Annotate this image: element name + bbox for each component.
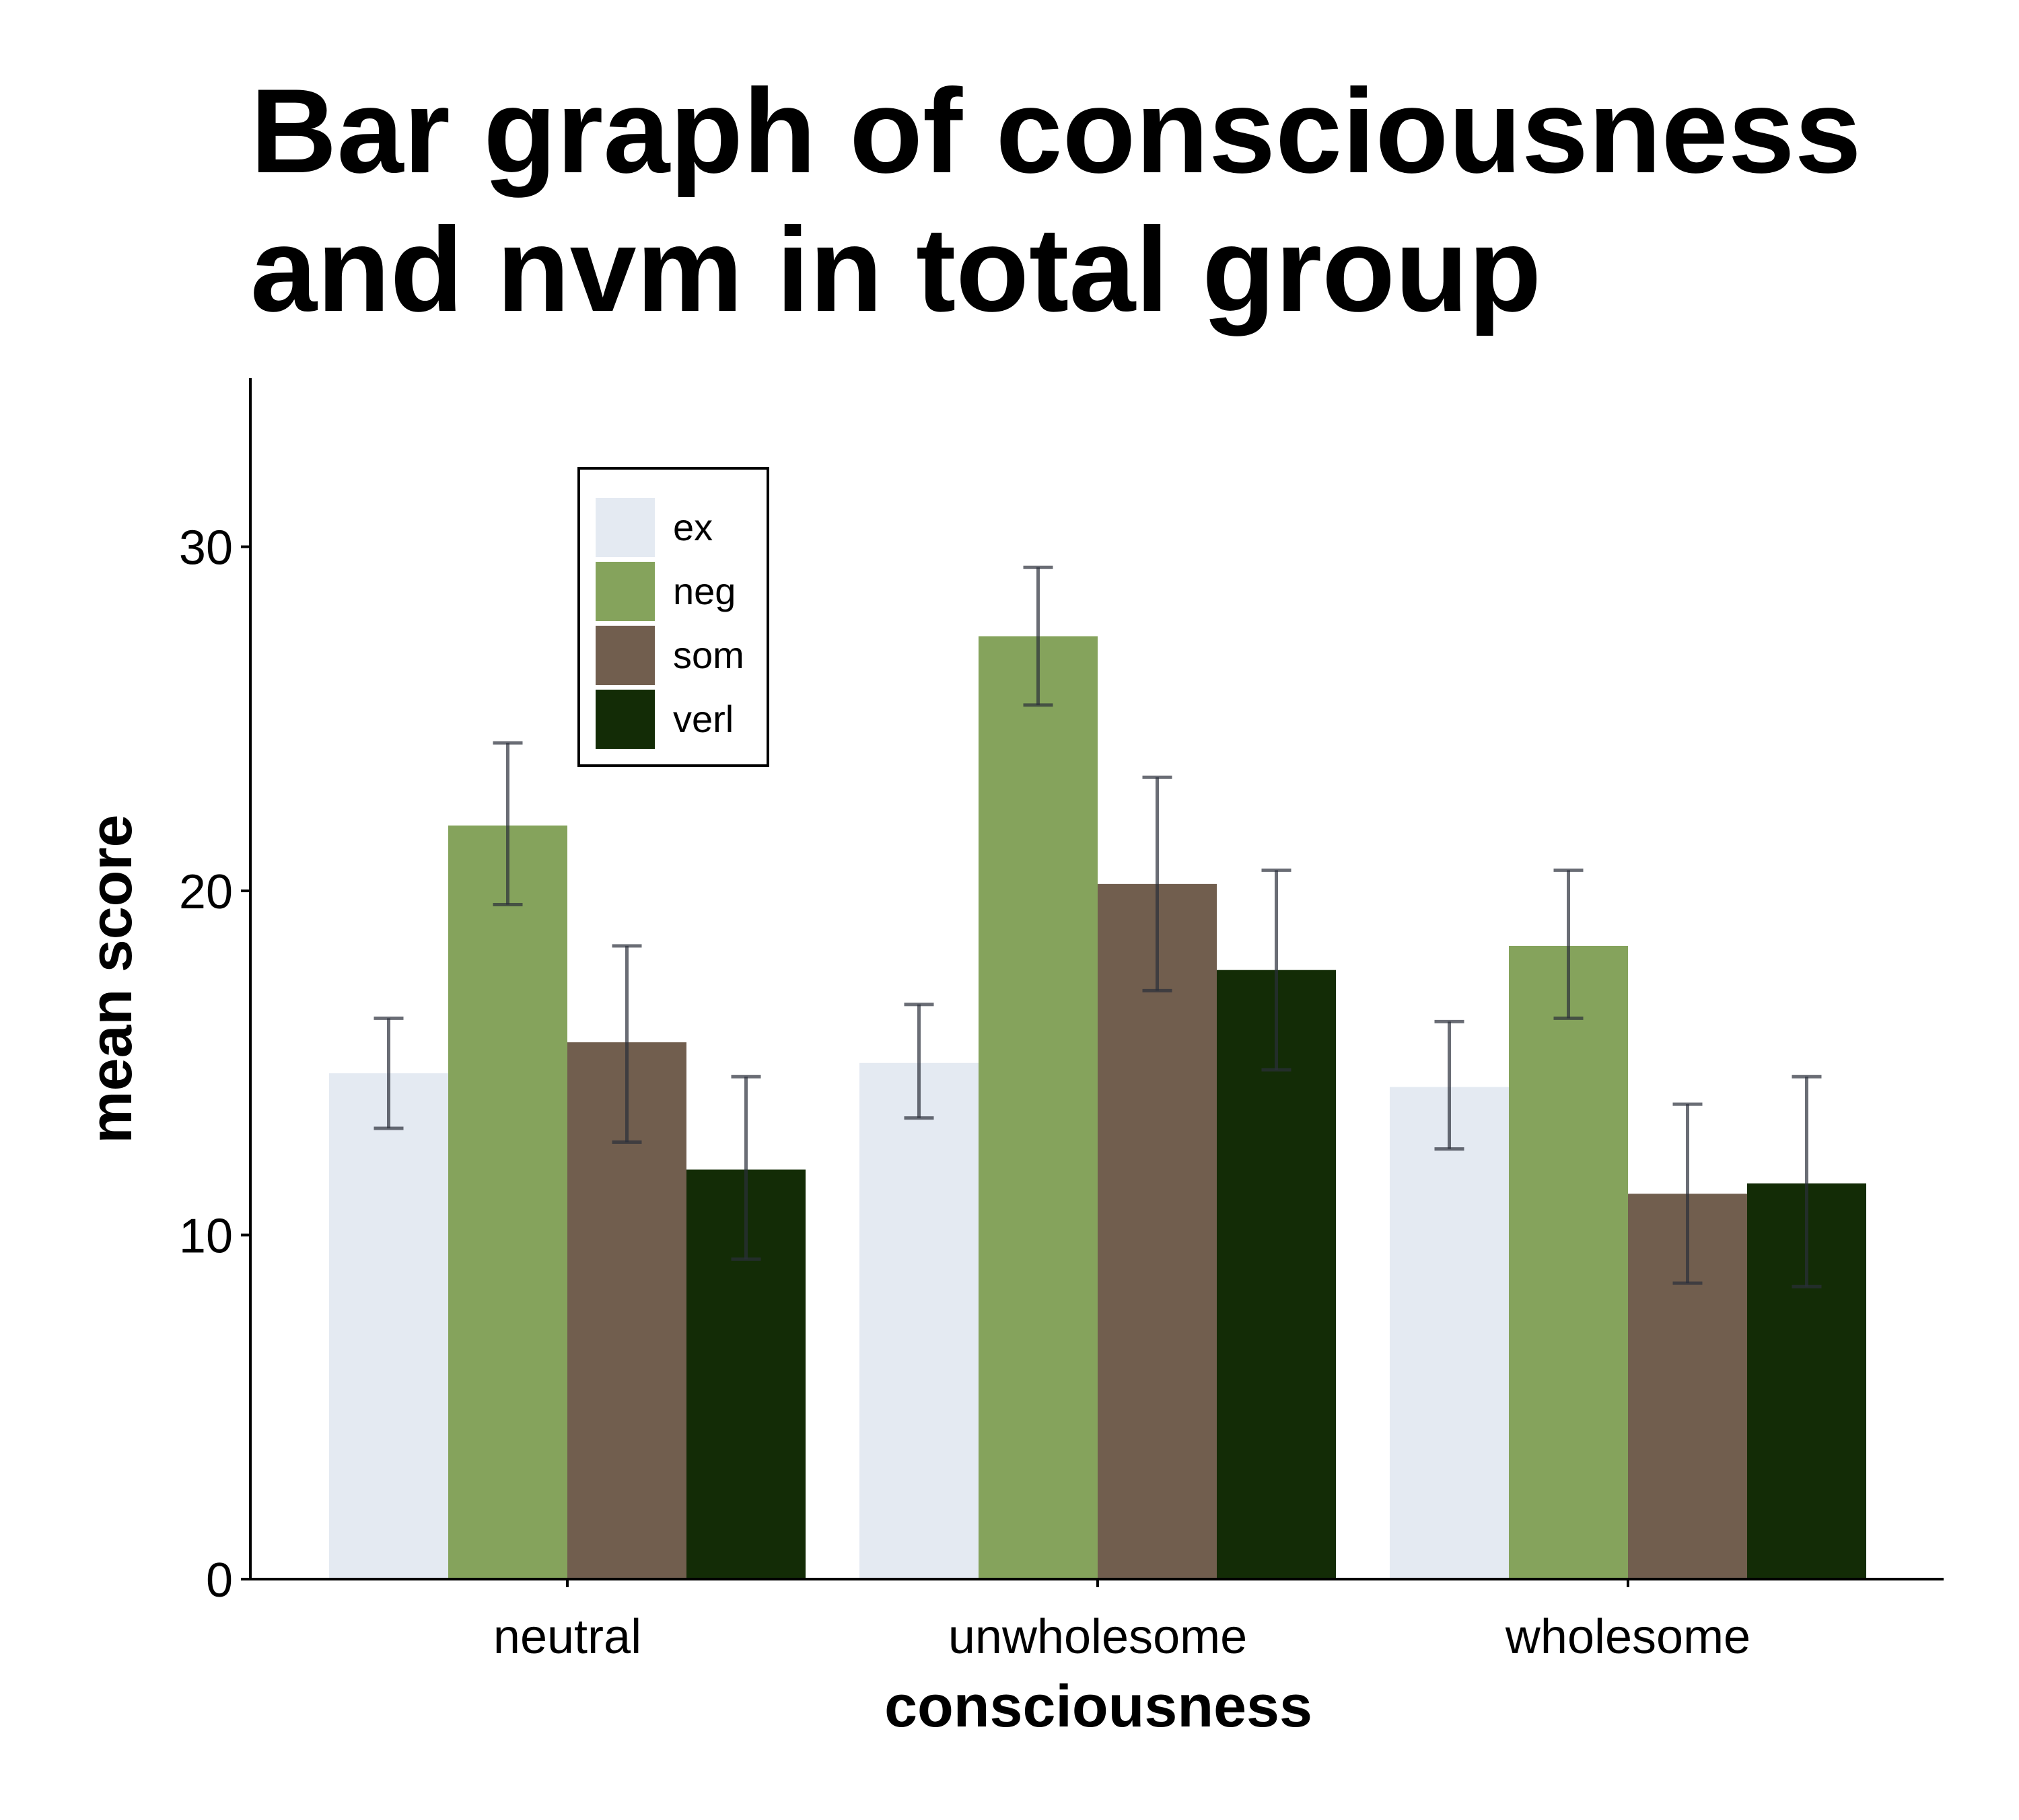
error-bar-verl-unwholesome: [1261, 868, 1291, 1072]
error-bar-neg-unwholesome: [1023, 565, 1053, 707]
legend-swatch-ex: [596, 498, 655, 557]
y-tick-label-10: 10: [179, 1210, 233, 1264]
bar-verl-unwholesome: [1217, 970, 1336, 1579]
legend-swatch-som: [596, 626, 655, 685]
chart-title-line-2: and nvm in total group: [250, 203, 1541, 336]
legend-swatch-neg: [596, 562, 655, 621]
x-tick-label-wholesome: wholesome: [1505, 1610, 1750, 1664]
error-bar-ex-unwholesome: [904, 1003, 934, 1120]
bar-neg-neutral: [448, 825, 567, 1579]
legend-label-neg: neg: [673, 570, 736, 612]
bar-ex-wholesome: [1390, 1087, 1509, 1579]
error-bar-neg-wholesome: [1553, 868, 1584, 1020]
x-tick-label-unwholesome: unwholesome: [948, 1610, 1247, 1664]
error-bar-som-wholesome: [1672, 1102, 1703, 1285]
bars-layer: [329, 636, 1866, 1580]
x-ticks: neutral unwholesome wholesome: [493, 1579, 1750, 1664]
y-tick-label-30: 30: [179, 521, 233, 575]
error-bar-ex-wholesome: [1434, 1019, 1464, 1151]
error-bar-verl-neutral: [731, 1075, 761, 1261]
legend-label-som: som: [673, 634, 744, 676]
y-tick-label-20: 20: [179, 865, 233, 919]
legend-label-verl: verl: [673, 698, 734, 740]
y-tick-label-0: 0: [206, 1554, 233, 1607]
error-bars-layer: [374, 565, 1822, 1288]
bar-som-unwholesome: [1098, 883, 1217, 1579]
chart-title-line-1: Bar graph of consciousness: [250, 64, 1862, 198]
bar-ex-neutral: [329, 1073, 448, 1579]
legend-label-ex: ex: [673, 506, 713, 548]
bar-ex-unwholesome: [859, 1062, 979, 1579]
error-bar-neg-neutral: [493, 741, 523, 907]
bar-neg-unwholesome: [979, 636, 1098, 1580]
y-axis-title: mean score: [77, 814, 144, 1143]
legend: ex neg som verl: [577, 467, 769, 767]
error-bar-verl-wholesome: [1792, 1075, 1822, 1288]
error-bar-som-unwholesome: [1142, 775, 1172, 992]
bar-neg-wholesome: [1509, 945, 1628, 1579]
error-bar-ex-neutral: [374, 1016, 404, 1130]
x-tick-label-neutral: neutral: [493, 1610, 641, 1664]
legend-swatch-verl: [596, 690, 655, 749]
y-ticks: 0 10 20 30: [179, 521, 250, 1607]
x-axis-title: consciousness: [884, 1673, 1312, 1739]
error-bar-som-neutral: [612, 944, 642, 1144]
